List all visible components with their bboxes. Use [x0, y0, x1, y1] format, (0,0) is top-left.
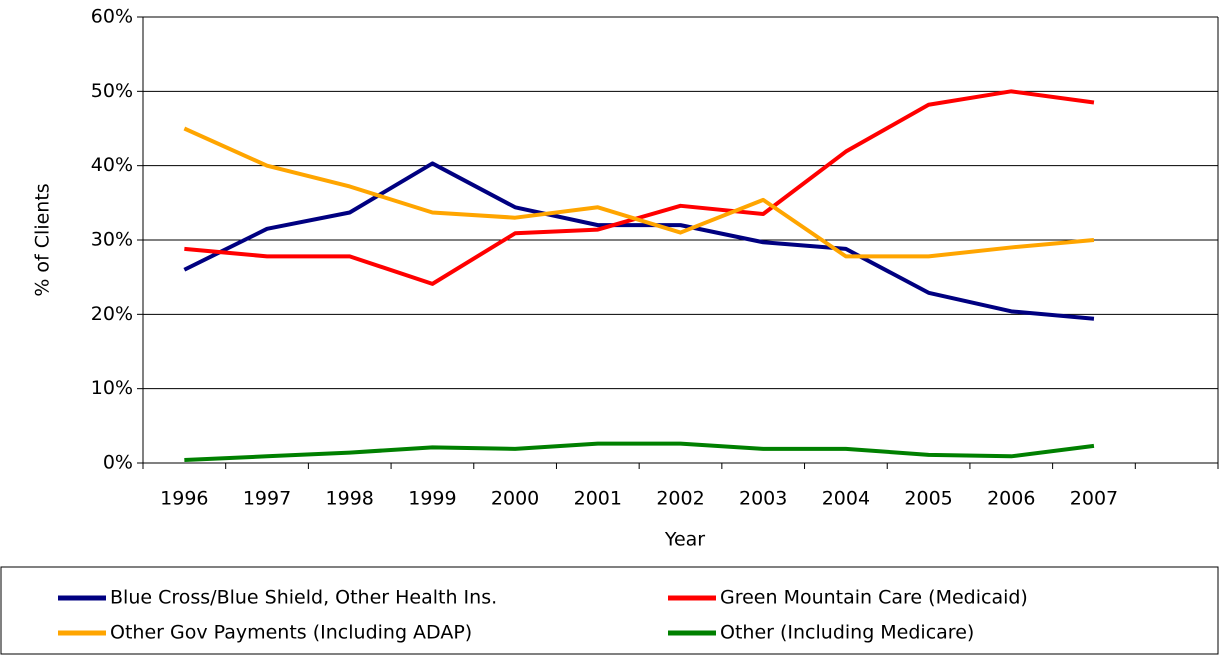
series-line: [183, 161, 1095, 321]
x-tick-label: 2000: [491, 488, 539, 510]
x-tick-label: 1999: [408, 488, 456, 510]
legend-label: Other Gov Payments (Including ADAP): [110, 622, 472, 644]
legend-label: Green Mountain Care (Medicaid): [720, 587, 1028, 609]
x-tick-label: 2007: [1070, 488, 1118, 510]
legend-label: Other (Including Medicare): [720, 622, 974, 644]
x-tick-label: 1996: [160, 488, 208, 510]
x-tick-label: 2005: [904, 488, 952, 510]
x-tick-label: 2004: [822, 488, 870, 510]
legend-box: [0, 566, 1219, 655]
x-tick-label: 2002: [656, 488, 704, 510]
y-tick-label: 60%: [91, 6, 133, 28]
x-tick-label: 1998: [326, 488, 374, 510]
legend-label: Blue Cross/Blue Shield, Other Health Ins…: [110, 587, 497, 609]
y-tick-label: 40%: [91, 154, 133, 176]
y-tick-label: 10%: [91, 377, 133, 399]
y-tick-label: 0%: [103, 452, 133, 474]
series-line: [184, 441, 1095, 463]
x-axis-label: Year: [664, 529, 705, 551]
y-tick-label: 20%: [91, 303, 133, 325]
y-tick-label: 50%: [91, 80, 133, 102]
x-tick-label: 1997: [243, 488, 291, 510]
x-tick-label: 2006: [987, 488, 1035, 510]
y-axis-label: % of Clients: [32, 183, 54, 296]
series-line: [183, 126, 1095, 259]
x-tick-label: 2001: [574, 488, 622, 510]
x-tick-label: 2003: [739, 488, 787, 510]
y-tick-label: 30%: [91, 229, 133, 251]
series-line: [184, 89, 1095, 286]
